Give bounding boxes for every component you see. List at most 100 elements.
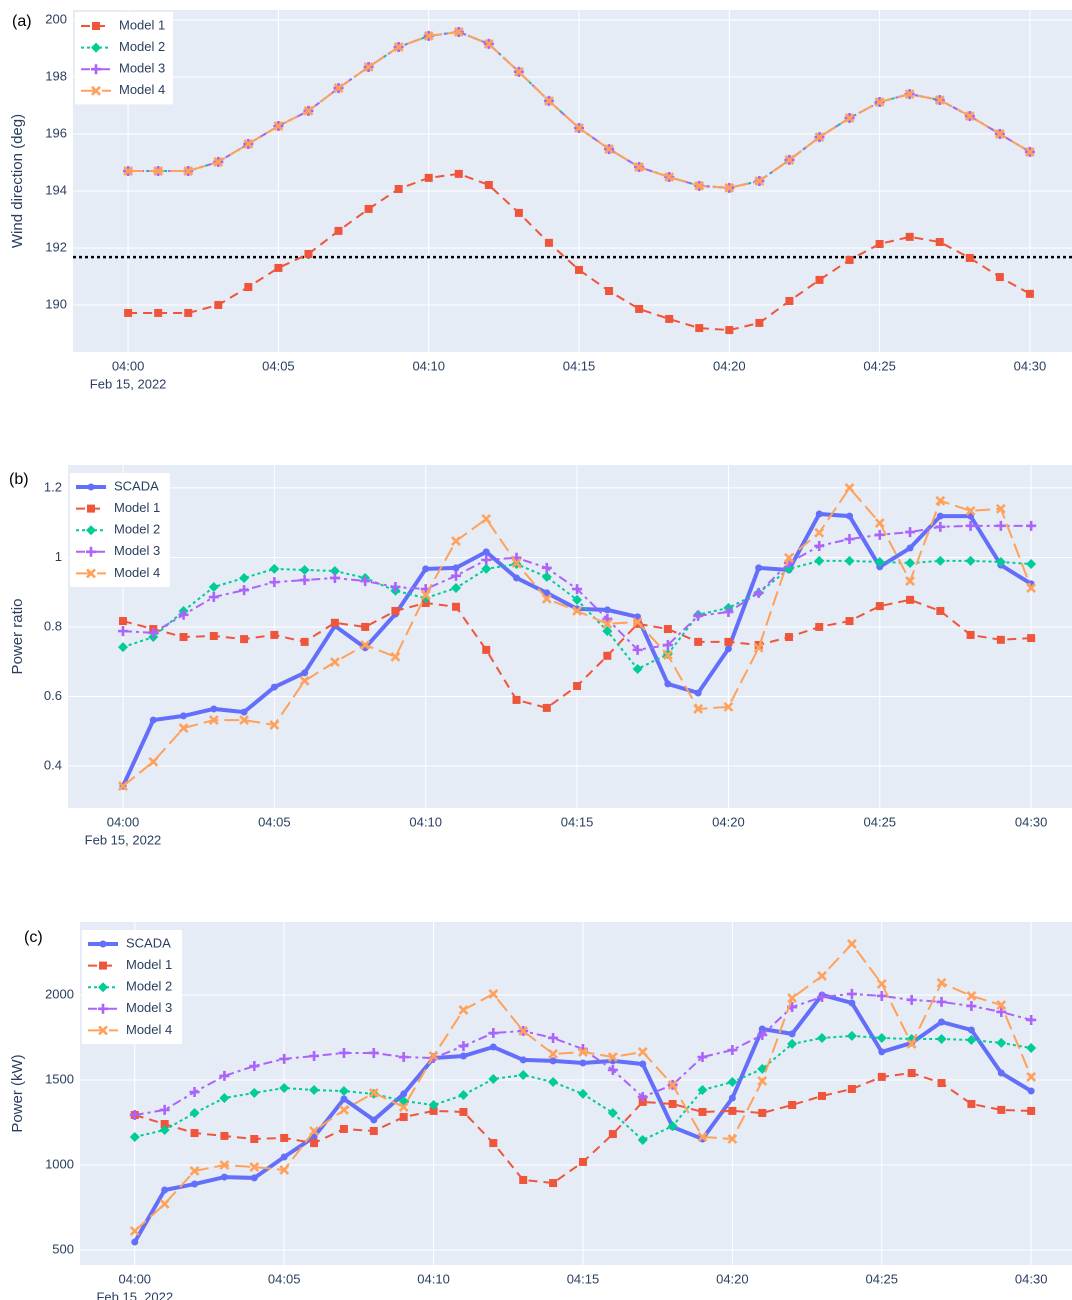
marker xyxy=(1026,559,1037,570)
marker xyxy=(148,627,159,638)
x-tick-label: 04:25 xyxy=(865,1271,898,1286)
marker xyxy=(273,121,284,131)
marker xyxy=(1026,1043,1037,1054)
marker xyxy=(875,602,884,611)
marker xyxy=(635,304,644,313)
marker xyxy=(967,1099,976,1108)
marker xyxy=(995,520,1006,531)
legend-label: Model 2 xyxy=(126,979,172,994)
marker xyxy=(450,570,461,581)
marker xyxy=(481,563,492,574)
marker xyxy=(270,683,278,691)
marker xyxy=(394,184,403,193)
marker xyxy=(878,1048,886,1056)
marker xyxy=(607,1052,618,1062)
marker xyxy=(814,132,825,143)
y-axis-title: Wind direction (deg) xyxy=(9,114,26,248)
plot-background xyxy=(80,922,1072,1265)
marker xyxy=(753,642,764,653)
marker xyxy=(639,1060,647,1068)
marker xyxy=(219,1160,230,1170)
marker xyxy=(936,512,944,520)
marker xyxy=(219,1093,230,1104)
marker xyxy=(239,585,250,596)
marker xyxy=(544,95,554,106)
marker xyxy=(874,556,885,567)
marker xyxy=(179,633,188,642)
marker xyxy=(309,1126,319,1136)
marker xyxy=(724,637,733,646)
marker xyxy=(91,64,101,75)
marker xyxy=(512,695,521,704)
marker xyxy=(360,640,371,650)
marker xyxy=(149,716,157,724)
marker xyxy=(269,563,280,574)
marker xyxy=(423,31,434,41)
marker xyxy=(393,42,404,52)
marker xyxy=(725,326,734,335)
marker xyxy=(937,1079,946,1088)
marker xyxy=(209,631,218,640)
marker xyxy=(543,589,551,597)
marker xyxy=(817,1032,828,1043)
marker xyxy=(208,592,219,603)
marker xyxy=(602,618,613,629)
marker xyxy=(818,1091,827,1100)
marker xyxy=(664,172,675,182)
marker xyxy=(303,105,314,116)
marker xyxy=(784,552,794,563)
marker xyxy=(279,1165,290,1175)
marker xyxy=(519,1175,528,1184)
marker xyxy=(844,534,855,545)
marker xyxy=(667,1121,678,1132)
x-tick-label: 04:10 xyxy=(409,814,442,829)
marker xyxy=(428,1099,439,1110)
marker xyxy=(936,606,945,615)
y-tick-label: 2000 xyxy=(45,986,74,1001)
x-date-label: Feb 15, 2022 xyxy=(90,376,167,391)
marker xyxy=(697,1132,708,1142)
marker xyxy=(454,169,463,178)
marker xyxy=(844,555,855,566)
marker xyxy=(574,123,584,133)
marker xyxy=(578,1157,587,1166)
marker xyxy=(451,602,460,611)
marker xyxy=(488,1073,499,1084)
marker xyxy=(579,1059,587,1067)
panel-label: (b) xyxy=(9,471,29,488)
marker xyxy=(848,999,856,1007)
y-tick-label: 190 xyxy=(45,296,67,311)
marker xyxy=(304,249,313,258)
marker xyxy=(148,756,159,767)
marker xyxy=(300,637,309,646)
panel-label: (c) xyxy=(24,929,43,946)
marker xyxy=(905,232,914,241)
marker xyxy=(86,525,96,536)
marker xyxy=(967,1026,975,1034)
x-date-label: Feb 15, 2022 xyxy=(85,832,162,847)
x-date-label: Feb 15, 2022 xyxy=(96,1289,173,1300)
marker xyxy=(214,300,223,309)
y-tick-label: 0.4 xyxy=(44,757,62,772)
marker xyxy=(86,568,96,579)
marker xyxy=(279,1053,290,1064)
marker xyxy=(758,1025,766,1033)
marker xyxy=(845,255,854,264)
marker xyxy=(876,1032,887,1043)
marker xyxy=(632,644,643,655)
marker xyxy=(575,265,584,274)
legend-label: Model 4 xyxy=(119,82,165,97)
marker xyxy=(542,703,551,712)
marker xyxy=(637,1091,648,1102)
marker xyxy=(244,283,253,292)
marker xyxy=(697,1052,708,1063)
marker xyxy=(846,512,854,520)
marker xyxy=(160,1120,169,1129)
y-tick-label: 196 xyxy=(45,125,67,140)
marker xyxy=(874,529,885,540)
marker xyxy=(129,1110,140,1121)
panel-label: (a) xyxy=(12,13,32,30)
marker xyxy=(519,1056,527,1064)
y-axis-title: Power (kW) xyxy=(9,1054,26,1132)
